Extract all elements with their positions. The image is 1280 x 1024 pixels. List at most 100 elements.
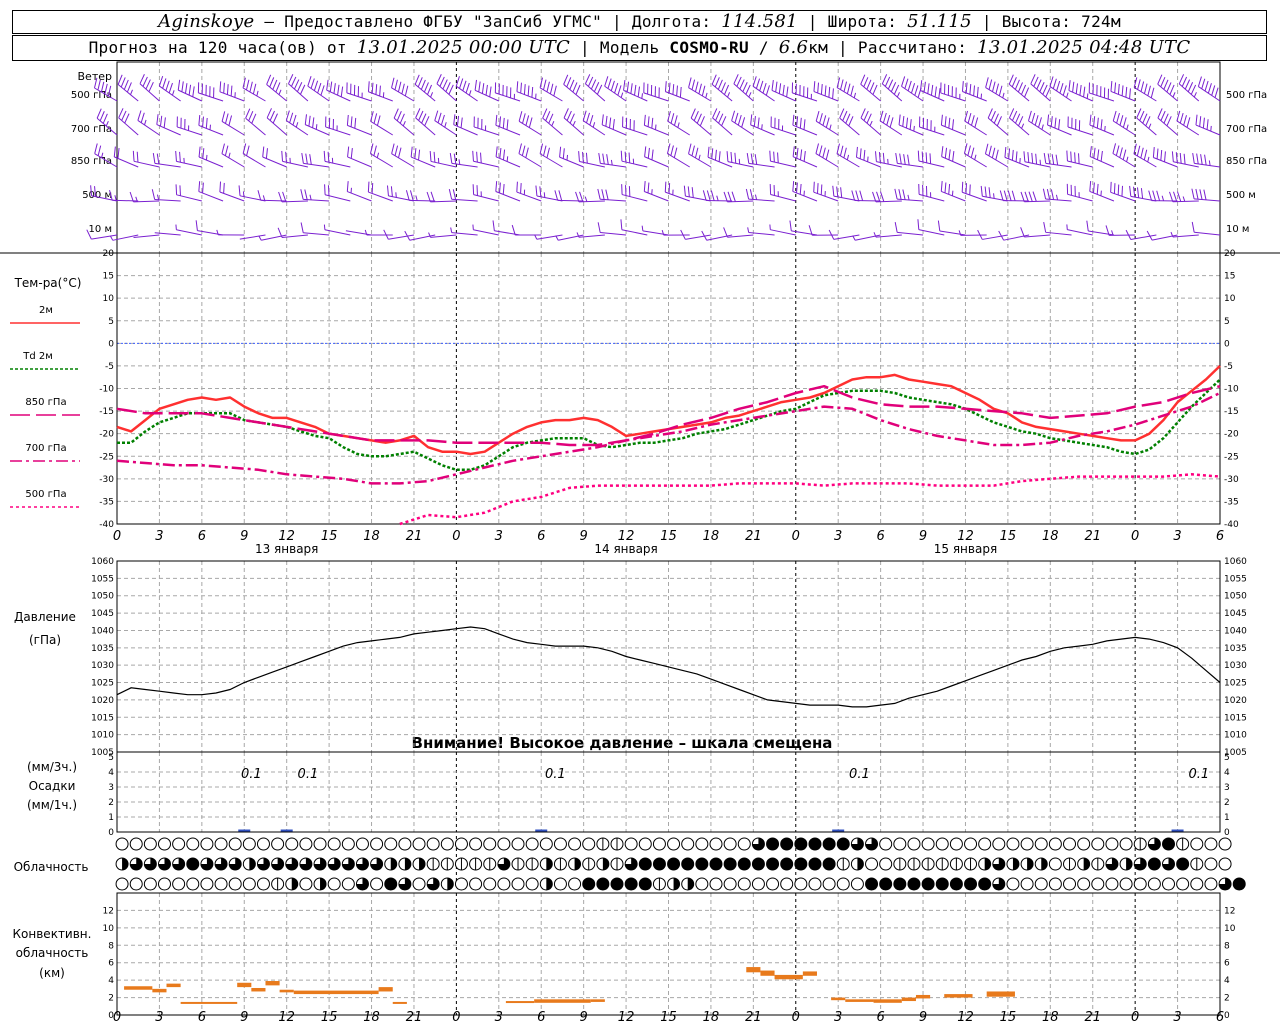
wind-barb-feather [1125, 86, 1128, 98]
cloud-symbol [370, 857, 384, 871]
wind-barb-staff [579, 161, 605, 168]
wind-barb-staff [197, 230, 224, 236]
wind-barb-feather [1062, 85, 1067, 96]
wind-barb-feather [333, 83, 336, 94]
wind-barb-staff [815, 120, 839, 136]
cloud-symbol [1048, 837, 1062, 851]
upper-time-tick: 0 [113, 529, 121, 544]
conv-segment [944, 994, 973, 998]
cloud-three-quarter-fill [625, 858, 638, 870]
wind-barb-feather [813, 181, 815, 193]
wind-barb [288, 74, 309, 102]
cloud-three-quarter-fill [992, 858, 1005, 870]
wind-barb-feather [248, 111, 254, 121]
wind-barb-staff [987, 117, 1009, 136]
wind-barb-feather [609, 117, 612, 128]
cloud-full-fill [186, 858, 199, 870]
wind-barb-feather [1092, 182, 1095, 193]
wind-barb-feather [1214, 87, 1219, 98]
wind-barb-feather [884, 76, 891, 87]
cloud-full-fill [780, 858, 793, 870]
wind-barb-staff [370, 120, 394, 136]
wind-barb-feather [995, 149, 999, 161]
wind-barb-staff [391, 153, 415, 168]
temp-series-1 [117, 378, 1221, 472]
wind-barb-half-feather [551, 120, 555, 127]
wind-barb [453, 114, 478, 136]
conv-segment [746, 967, 761, 973]
wind-barb-feather [140, 112, 145, 123]
conv-segment [831, 997, 846, 1001]
upper-time-tick: 15 [321, 529, 338, 544]
wind-barb-feather [980, 185, 983, 197]
cloud-circle [808, 877, 822, 891]
wind-barb-feather [1042, 188, 1047, 200]
wind-barb-feather [1186, 117, 1191, 128]
wind-barb-half-feather [907, 194, 910, 201]
wind-barb-staff [558, 234, 584, 241]
cloud-circle [766, 877, 780, 891]
conv-segment [590, 999, 605, 1002]
wind-barb-feather [401, 83, 405, 95]
wind-barb [1105, 225, 1136, 236]
wind-barb [750, 114, 775, 136]
wind-barb-half-feather [428, 232, 431, 238]
wind-barb-staff [347, 124, 372, 136]
wind-barb-feather [465, 82, 470, 94]
cloud-symbol [1218, 857, 1232, 871]
wind-barb-feather [350, 148, 353, 159]
pressure-ytick-left: 1045 [91, 609, 114, 619]
wind-barb [769, 184, 796, 202]
cloud-circle [1204, 877, 1218, 891]
temp-legend-label: 500 гПа [25, 489, 66, 500]
cloud-circle [285, 837, 299, 851]
wind-barb [346, 82, 372, 102]
wind-barb-staff [1030, 83, 1051, 102]
cloud-symbol [652, 837, 666, 851]
wind-barb-staff [245, 117, 266, 136]
cloud-circle [497, 877, 511, 891]
forecast-start: 13.01.2025 00:00 UTC [356, 37, 571, 58]
wind-barb-feather [902, 116, 905, 127]
wind-barb-feather [1195, 188, 1199, 200]
cloud-symbol [1048, 877, 1062, 891]
wind-barb [769, 224, 796, 236]
wind-barb-feather [238, 185, 241, 196]
wind-barb-feather [281, 150, 284, 162]
wind-barb-feather [293, 79, 300, 90]
wind-barb-staff [897, 198, 924, 202]
wind-barb-feather [1008, 108, 1015, 119]
wind-barb-feather [904, 78, 909, 89]
wind-barb-half-feather [1210, 125, 1212, 132]
wind-barb-feather [1147, 85, 1151, 96]
cloud-full-fill [780, 838, 793, 850]
wind-barb-feather [430, 191, 435, 202]
wind-barb-feather [288, 74, 294, 84]
wind-barb-staff [1172, 234, 1199, 238]
wind-barb-feather [472, 150, 474, 162]
wind-barb-half-feather [748, 92, 752, 98]
wind-barb-feather [1110, 81, 1113, 92]
wind-barb-feather [1074, 152, 1076, 163]
cloud-three-quarter-fill [1134, 858, 1147, 870]
cloud-symbol [483, 837, 497, 851]
cloud-three-quarter-fill [1162, 858, 1175, 870]
wind-barb-feather [346, 114, 349, 126]
cloud-symbol [285, 857, 299, 871]
wind-barb-feather [1070, 151, 1072, 162]
cloud-symbol [214, 877, 228, 891]
wind-barb [723, 191, 754, 203]
wind-barb-staff [430, 160, 457, 168]
cloud-circle [1105, 877, 1119, 891]
wind-barb-feather [1117, 184, 1120, 195]
cloud-symbol [483, 857, 497, 871]
wind-barb [578, 151, 605, 168]
wind-barb-feather [304, 189, 308, 200]
wind-barb-half-feather [1208, 160, 1211, 166]
cloud-circle [1218, 857, 1232, 871]
cloud-circle [157, 877, 171, 891]
conv-segment [845, 999, 874, 1002]
wind-barb-feather [687, 186, 690, 197]
wind-barb-feather [973, 85, 975, 96]
temp-legend-label: 850 гПа [25, 397, 66, 408]
